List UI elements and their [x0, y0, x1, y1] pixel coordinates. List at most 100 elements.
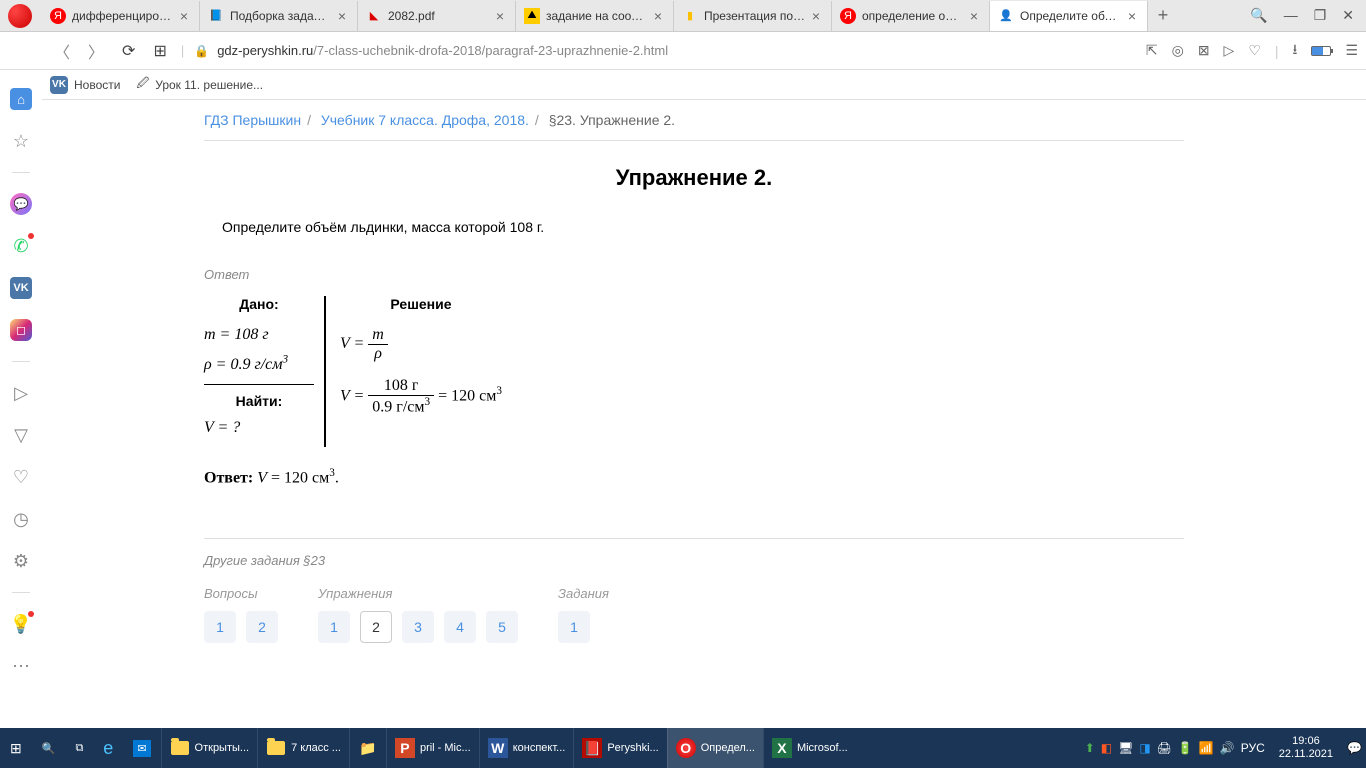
- folder-icon: [267, 741, 285, 755]
- close-icon[interactable]: ×: [1125, 9, 1139, 23]
- pdf-icon: ◣: [366, 8, 382, 24]
- close-icon[interactable]: ×: [809, 9, 823, 23]
- tray-icon[interactable]: 🖨: [1157, 741, 1172, 755]
- bookmark-lesson[interactable]: 🖉 Урок 11. решение...: [136, 74, 263, 95]
- taskbar-item-1[interactable]: 7 класс ...: [257, 728, 349, 768]
- taskbar-item-3[interactable]: Ppril - Mic...: [386, 728, 479, 768]
- calc-line: V = 108 г0.9 г/см3 = 120 см3: [340, 377, 502, 416]
- messenger-icon[interactable]: 💬: [10, 193, 32, 215]
- back-button[interactable]: 〈: [50, 39, 74, 63]
- task-btn-t1[interactable]: 1: [558, 611, 590, 643]
- vk-sidebar-icon[interactable]: VK: [10, 277, 32, 299]
- close-icon[interactable]: ×: [967, 9, 981, 23]
- nav-icon[interactable]: ▽: [10, 424, 32, 446]
- history-icon[interactable]: ◷: [10, 508, 32, 530]
- bookmark-label: Урок 11. решение...: [155, 78, 263, 92]
- bulb-icon[interactable]: 💡: [10, 613, 32, 635]
- mail-button[interactable]: ✉: [123, 728, 160, 768]
- given-mass: m = 108 г: [204, 326, 314, 344]
- task-btn-q2[interactable]: 2: [246, 611, 278, 643]
- clock[interactable]: 19:0622.11.2021: [1271, 735, 1341, 761]
- breadcrumb-link-0[interactable]: ГДЗ Перышкин: [204, 112, 301, 128]
- minimize-icon[interactable]: —: [1284, 7, 1298, 24]
- task-btn-e4[interactable]: 4: [444, 611, 476, 643]
- heart-icon[interactable]: ♡: [1248, 42, 1261, 59]
- forward-button[interactable]: 〉: [84, 39, 108, 63]
- close-icon[interactable]: ×: [177, 9, 191, 23]
- tab-1[interactable]: 📘Подборка задач на×: [200, 1, 358, 31]
- send-icon[interactable]: ▷: [1224, 42, 1235, 59]
- settings-icon[interactable]: ⚙: [10, 550, 32, 572]
- sidebar: ⌂ ☆ 💬 ✆ VK ◻ ▷ ▽ ♡ ◷ ⚙ 💡 ⋯: [0, 70, 42, 710]
- page-title: Упражнение 2.: [204, 165, 1184, 191]
- tray-icon[interactable]: 🖥: [1118, 741, 1133, 755]
- heart-sidebar-icon[interactable]: ♡: [10, 466, 32, 488]
- system-tray: ⬆ ◧ 🖥 ◨ 🖨 🔋 📶 🔊 РУС 19:0622.11.2021 💬: [1085, 735, 1366, 761]
- task-btn-e5[interactable]: 5: [486, 611, 518, 643]
- tray-icon[interactable]: ◧: [1101, 741, 1112, 755]
- taskbar-item-2[interactable]: 📁: [349, 728, 386, 768]
- taskbar-item-6[interactable]: OОпредел...: [667, 728, 763, 768]
- tab-title: задание на соответ: [546, 9, 647, 23]
- maximize-icon[interactable]: ❐: [1314, 7, 1327, 24]
- folder-icon: [171, 741, 189, 755]
- excel-icon: X: [772, 738, 792, 758]
- tab-5[interactable]: Яопределение объё×: [832, 1, 990, 31]
- breadcrumb-link-1[interactable]: Учебник 7 класса. Дрофа, 2018.: [321, 112, 529, 128]
- powerpoint-icon: P: [395, 738, 415, 758]
- taskbar-label: Открыты...: [195, 742, 250, 754]
- pencil-icon: 🖉: [136, 74, 149, 95]
- lang-indicator[interactable]: РУС: [1241, 741, 1265, 755]
- snapshot-icon[interactable]: ◎: [1172, 42, 1184, 59]
- taskbar-item-4[interactable]: Wконспект...: [479, 728, 574, 768]
- close-icon[interactable]: ×: [651, 9, 665, 23]
- close-icon[interactable]: ×: [335, 9, 349, 23]
- search-icon[interactable]: 🔍: [1250, 7, 1267, 24]
- task-btn-e3[interactable]: 3: [402, 611, 434, 643]
- close-icon[interactable]: ×: [493, 9, 507, 23]
- wifi-icon[interactable]: 📶: [1199, 741, 1214, 755]
- home-icon[interactable]: ⌂: [10, 88, 32, 110]
- new-tab-button[interactable]: +: [1148, 5, 1178, 26]
- task-view-button[interactable]: ⧉: [65, 728, 93, 768]
- download-icon[interactable]: ⭳: [1293, 39, 1298, 63]
- url-text: gdz-peryshkin.ru/7-class-uchebnik-drofa-…: [217, 43, 668, 58]
- more-icon[interactable]: ⋯: [10, 655, 32, 677]
- close-window-icon[interactable]: ✕: [1342, 7, 1354, 24]
- volume-icon[interactable]: 🔊: [1220, 741, 1235, 755]
- battery-icon: [1311, 46, 1331, 56]
- block-icon[interactable]: ⊠: [1198, 42, 1210, 59]
- opera-logo[interactable]: [8, 4, 32, 28]
- edge-button[interactable]: e: [93, 728, 123, 768]
- task-btn-e2[interactable]: 2: [360, 611, 392, 643]
- url-bar[interactable]: 🔒 gdz-peryshkin.ru/7-class-uchebnik-drof…: [194, 43, 1136, 58]
- notification-icon[interactable]: 💬: [1347, 741, 1362, 755]
- reload-button[interactable]: ⟳: [118, 41, 139, 61]
- tray-icon[interactable]: 🔋: [1178, 741, 1193, 755]
- group-label-tasks: Задания: [558, 586, 609, 601]
- tab-3[interactable]: ⛰задание на соответ×: [516, 1, 674, 31]
- taskbar-item-5[interactable]: 📕Peryshki...: [573, 728, 666, 768]
- bookmark-news[interactable]: VKНовости: [50, 76, 120, 94]
- taskbar-item-0[interactable]: Открыты...: [161, 728, 258, 768]
- taskbar-item-7[interactable]: XMicrosof...: [763, 728, 856, 768]
- menu-icon[interactable]: ☰: [1345, 42, 1358, 59]
- pdf-icon: 📕: [582, 738, 602, 758]
- final-answer: Ответ: V = 120 см3.: [204, 467, 1184, 487]
- share-icon[interactable]: ⇱: [1146, 42, 1158, 59]
- tray-icon[interactable]: ◨: [1139, 741, 1150, 755]
- task-btn-q1[interactable]: 1: [204, 611, 236, 643]
- task-btn-e1[interactable]: 1: [318, 611, 350, 643]
- tab-6[interactable]: 👤Определите объём×: [990, 1, 1148, 31]
- tray-icon[interactable]: ⬆: [1085, 741, 1095, 755]
- tab-4[interactable]: ▮Презентация по ф×: [674, 1, 832, 31]
- start-button[interactable]: ⊞: [0, 728, 32, 768]
- search-button[interactable]: 🔍: [32, 728, 66, 768]
- tab-2[interactable]: ◣2082.pdf×: [358, 1, 516, 31]
- play-icon[interactable]: ▷: [10, 382, 32, 404]
- whatsapp-icon[interactable]: ✆: [10, 235, 32, 257]
- tab-0[interactable]: Ядифференцирован×: [42, 1, 200, 31]
- star-icon[interactable]: ☆: [10, 130, 32, 152]
- start-page-button[interactable]: ⊞: [149, 41, 170, 61]
- instagram-icon[interactable]: ◻: [10, 319, 32, 341]
